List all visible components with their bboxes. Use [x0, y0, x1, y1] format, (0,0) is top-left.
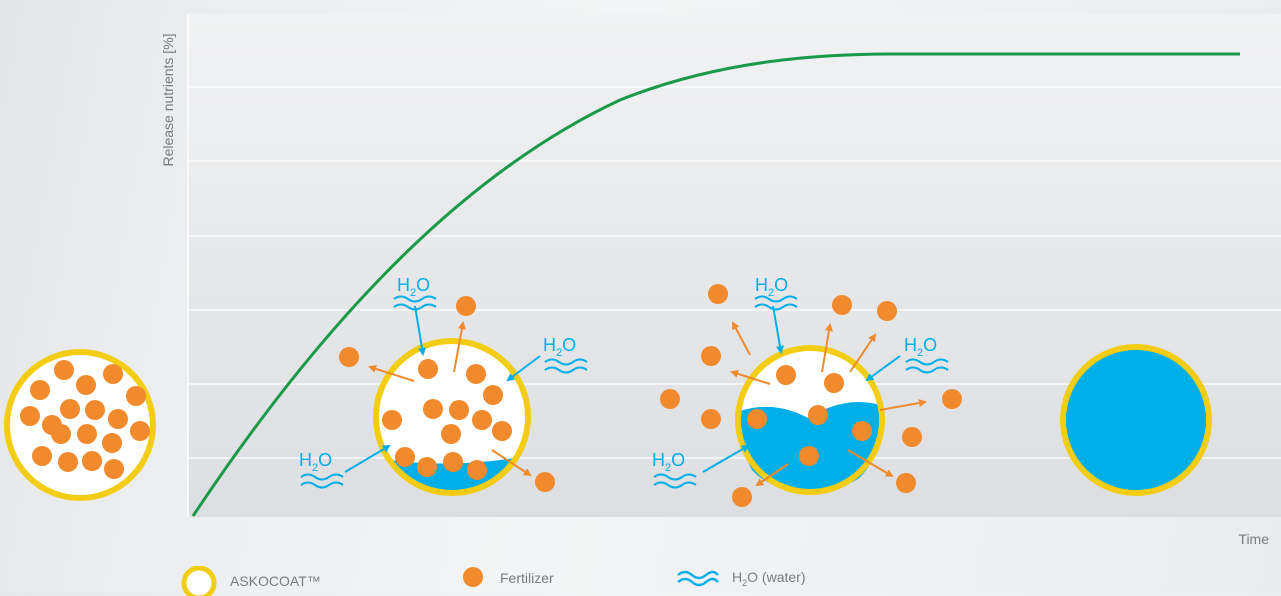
x-axis-label: Time — [1238, 531, 1269, 547]
svg-text:H2O: H2O — [397, 275, 430, 299]
release-curve — [191, 52, 1240, 517]
legend-label: ASKOCOAT™ — [230, 573, 321, 589]
legend: ASKOCOAT™ Fertilizer H2O (water) — [0, 560, 1281, 596]
granule-intact — [4, 349, 156, 501]
legend-label: Fertilizer — [500, 570, 554, 586]
orange-dot-icon — [463, 567, 483, 587]
svg-text:H2O: H2O — [755, 275, 788, 299]
granule-dissolving: H2O H2O H2O — [652, 275, 962, 507]
yellow-ring-icon — [181, 566, 217, 596]
legend-label: H2O (water) — [732, 568, 806, 588]
legend-item-askocoat: ASKOCOAT™ — [180, 566, 321, 596]
water-waves-icon — [677, 570, 719, 587]
water-label: H2O — [543, 335, 588, 374]
water-label: H2O — [652, 450, 697, 489]
water-label: H2O — [299, 450, 344, 489]
water-label: H2O — [904, 335, 949, 374]
svg-text:H2O: H2O — [652, 450, 685, 474]
granule-empty — [1060, 344, 1212, 496]
legend-item-fertilizer: Fertilizer — [462, 566, 554, 590]
legend-item-water: H2O (water) — [676, 566, 805, 590]
svg-text:H2O: H2O — [904, 335, 937, 359]
water-label: H2O — [754, 275, 798, 311]
svg-text:H2O: H2O — [299, 450, 332, 474]
svg-text:H2O: H2O — [543, 335, 576, 359]
granule-water-entering: H2O H2O H2O — [299, 275, 588, 496]
water-label: H2O — [393, 275, 437, 311]
